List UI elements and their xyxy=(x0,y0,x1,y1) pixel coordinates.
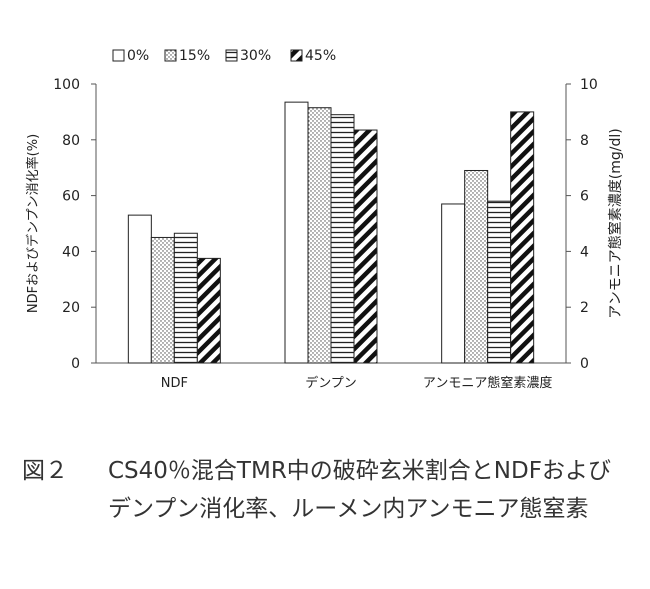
axis-labels: 0 20 40 60 80 100 0 2 4 6 8 10 NDFおよびデンプン消化率(%) アンモニア… xyxy=(25,77,624,391)
bar xyxy=(353,129,378,364)
x-tick-label: NDF xyxy=(161,376,188,391)
y-axis-title-left: NDFおよびデンプン消化率(%) xyxy=(25,134,41,313)
bars xyxy=(127,101,535,364)
y-tick-label-left: 100 xyxy=(53,77,80,93)
caption-label: 図２ xyxy=(22,458,68,484)
bar-chart: 0% 15% 30% 45% 0 20 40 60 80 100 0 2 4 6 8 10 NDFおよびデンプ… xyxy=(25,48,624,391)
y-tick-label-right: 4 xyxy=(580,244,589,260)
legend-label: 15% xyxy=(179,48,210,64)
bar xyxy=(307,107,332,364)
legend-swatch xyxy=(290,49,303,62)
bar xyxy=(127,214,152,364)
bar xyxy=(487,200,512,364)
y-axis-title-right: アンモニア態窒素濃度(mg/dl) xyxy=(607,128,624,318)
y-tick-label-left: 60 xyxy=(62,189,80,205)
bar xyxy=(330,114,355,364)
y-tick-label-right: 2 xyxy=(580,300,589,316)
legend-swatch xyxy=(225,49,238,62)
bar xyxy=(441,203,466,364)
legend-label: 30% xyxy=(240,48,271,64)
x-tick-label: アンモニア態窒素濃度 xyxy=(423,375,552,391)
y-tick-label-right: 10 xyxy=(580,77,598,93)
caption-text: CS40％混合TMR中の破砕玄米割合とNDFおよびデンプン消化率、ルーメン内アン… xyxy=(108,458,611,522)
legend: 0% 15% 30% 45% xyxy=(112,48,336,64)
y-tick-label-right: 8 xyxy=(580,133,589,149)
bar xyxy=(464,169,489,364)
bar xyxy=(173,232,198,364)
bar xyxy=(510,111,535,364)
bar xyxy=(284,101,309,364)
legend-label: 45% xyxy=(305,48,336,64)
bar xyxy=(196,257,221,364)
y-tick-label-left: 20 xyxy=(62,300,80,316)
y-tick-label-right: 0 xyxy=(580,356,589,372)
bar xyxy=(150,236,175,364)
y-tick-label-right: 6 xyxy=(580,189,589,205)
y-tick-label-left: 80 xyxy=(62,133,80,149)
legend-swatch xyxy=(112,49,125,62)
x-tick-label: デンプン xyxy=(305,375,357,391)
y-tick-label-left: 0 xyxy=(71,356,80,372)
legend-swatch xyxy=(164,49,177,62)
y-tick-label-left: 40 xyxy=(62,244,80,260)
legend-label: 0% xyxy=(127,48,149,64)
